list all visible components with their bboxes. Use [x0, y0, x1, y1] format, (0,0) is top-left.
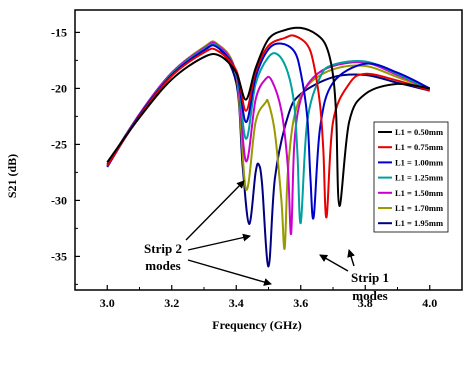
plot-lines — [106, 26, 431, 268]
annotation-strip1-arrow-1 — [319, 254, 349, 272]
x-tick-label: 3.8 — [358, 296, 373, 310]
y-tick-label: -20 — [51, 81, 67, 95]
annotation-strip1-line2: modes — [352, 288, 387, 303]
x-tick-label: 3.6 — [293, 296, 308, 310]
x-axis: 3.0 3.2 3.4 3.6 3.8 4.0 — [100, 285, 437, 310]
y-axis-label: S21 (dB) — [5, 154, 19, 198]
legend-label-3: L1 = 1.00mm — [395, 157, 443, 167]
annotation-strip2-line2: modes — [145, 258, 180, 273]
y-tick-label: -35 — [51, 249, 67, 263]
x-tick-label: 4.0 — [422, 296, 437, 310]
y-tick-label: -30 — [51, 193, 67, 207]
series-line-2 — [106, 34, 431, 219]
annotation-strip2-arrow-1 — [185, 180, 245, 241]
x-axis-label: Frequency (GHz) — [212, 318, 301, 332]
legend-label-2: L1 = 0.75mm — [395, 142, 443, 152]
legend-label-4: L1 = 1.25mm — [395, 173, 443, 183]
series-line-1 — [106, 26, 430, 208]
legend-label-6: L1 = 1.70mm — [395, 203, 443, 213]
legend-label-5: L1 = 1.50mm — [395, 188, 443, 198]
annotation-strip1-arrow-2 — [347, 249, 355, 267]
y-tick-label: -25 — [51, 137, 67, 151]
y-tick-label: -15 — [51, 25, 67, 39]
y-axis: -15 -20 -25 -30 -35 — [51, 25, 80, 285]
annotation-strip2-arrow-3 — [187, 259, 272, 286]
annotations: Strip 2 modes Strip 1 modes — [144, 180, 389, 303]
series-line-3 — [106, 42, 431, 220]
legend: L1 = 0.50mm L1 = 0.75mm L1 = 1.00mm L1 = 1.… — [373, 121, 449, 233]
x-tick-label: 3.2 — [164, 296, 179, 310]
annotation-strip1-line1: Strip 1 — [351, 270, 389, 285]
legend-label-1: L1 = 0.50mm — [395, 127, 443, 137]
annotation-strip2-arrow-2 — [187, 233, 251, 251]
annotation-strip2-line1: Strip 2 — [144, 241, 182, 256]
legend-label-7: L1 = 1.95mm — [395, 218, 443, 228]
x-tick-label: 3.0 — [100, 296, 115, 310]
x-tick-label: 3.4 — [229, 296, 244, 310]
